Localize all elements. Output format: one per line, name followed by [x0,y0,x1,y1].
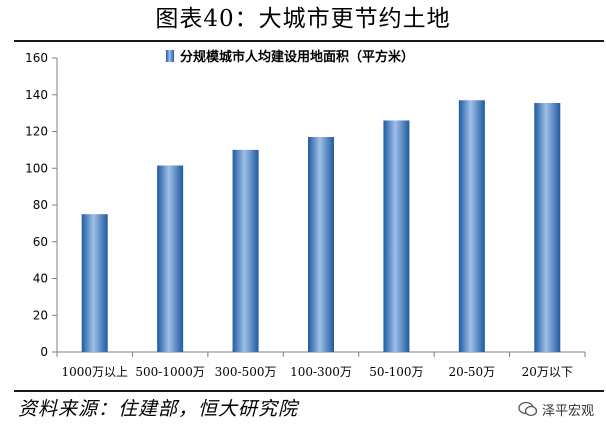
y-tick-label: 120 [25,125,48,139]
bar [383,120,410,352]
legend-swatch [166,50,174,62]
bar [232,149,259,352]
bar [157,165,184,352]
y-tick-label: 60 [33,235,48,249]
y-tick-label: 100 [25,161,48,175]
chart-bars [81,100,561,352]
bar [81,214,108,352]
x-tick-label: 500-1000万 [135,365,205,379]
x-tick-label: 1000万以上 [61,365,128,379]
x-tick-label: 100-300万 [290,365,352,379]
watermark: 泽平宏观 [518,398,594,420]
y-tick-label: 20 [33,308,48,322]
x-tick-label: 20-50万 [449,365,496,379]
chat-bubble-icon [518,401,538,417]
chart-x-labels: 1000万以上 500-1000万 300-500万 100-300万 50-100万 2… [61,365,572,379]
y-tick-label: 0 [40,345,48,359]
bar [458,100,485,352]
x-tick-label: 20万以下 [522,365,573,379]
x-tick-label: 300-500万 [215,365,277,379]
bar [308,137,334,352]
chart-legend: 分规模城市人均建设用地面积（平方米） [166,49,414,65]
footer-divider [14,390,604,392]
source-note: 资料来源：住建部，恒大研究院 [18,398,299,420]
x-tick-label: 50-100万 [369,365,423,379]
title-divider [14,40,604,42]
y-tick-label: 160 [25,51,48,65]
y-tick-label: 40 [33,272,48,286]
bar-chart: 分规模城市人均建设用地面积（平方米） 1000万以上 500-1000万 300-5… [25,49,586,379]
legend-label: 分规模城市人均建设用地面积（平方米） [180,49,414,65]
bar [534,103,561,352]
y-tick-label: 140 [25,88,48,102]
watermark-label: 泽平宏观 [541,403,594,419]
page-title: 图表40：大城市更节约土地 [155,6,451,32]
y-tick-label: 80 [33,198,48,212]
chart-y-labels: 0 20 40 60 80 100 120 140 160 [25,51,48,359]
